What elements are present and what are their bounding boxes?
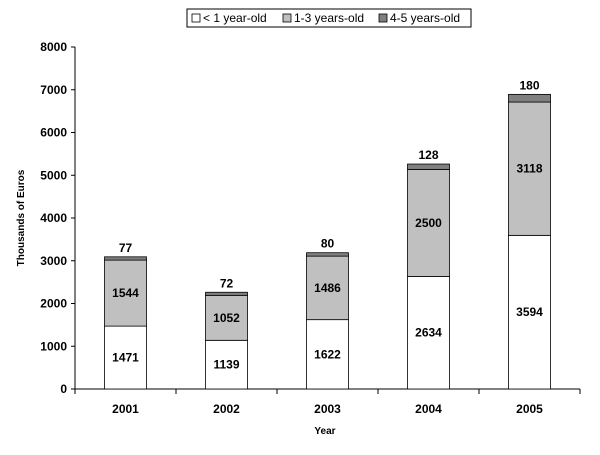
x-tick-label: 2001: [112, 402, 139, 416]
data-label: 1622: [314, 347, 341, 361]
data-label: 128: [418, 148, 438, 162]
data-label: 2500: [415, 216, 442, 230]
x-axis-title: Year: [314, 426, 335, 437]
bar-segment-under-1: [306, 319, 349, 390]
bar-segment-4-5: [205, 291, 248, 296]
legend: < 1 year-old 1-3 years-old 4-5 years-old: [186, 8, 472, 28]
data-label: 80: [321, 237, 335, 251]
axes: 0 1000 2000 3000 4000 5000 6000 7000 8000 2001 200…: [40, 40, 581, 416]
x-tick-label: 2002: [213, 402, 240, 416]
data-label: 1052: [213, 311, 240, 325]
y-tick-label: 4000: [40, 211, 67, 225]
bar-segment-1-3: [508, 101, 551, 236]
data-label: 77: [119, 241, 133, 255]
legend-swatch-4-5: [378, 13, 388, 23]
bar-segment-4-5: [104, 256, 147, 261]
legend-label: 4-5 years-old: [390, 11, 460, 25]
bar-segment-1-3: [306, 255, 349, 321]
bar-segment-4-5: [407, 163, 450, 170]
y-tick-label: 6000: [40, 126, 67, 140]
y-tick-label: 8000: [40, 40, 67, 54]
legend-swatch-under-1: [191, 13, 201, 23]
data-label: 1544: [112, 286, 139, 300]
x-tick-label: 2005: [516, 402, 543, 416]
legend-box: [186, 8, 472, 28]
bars: [104, 93, 551, 390]
bar-segment-4-5: [306, 252, 349, 257]
data-label: 3594: [516, 305, 543, 319]
legend-swatch-1-3: [282, 13, 292, 23]
legend-label: < 1 year-old: [203, 11, 267, 25]
data-labels: 1471 1544 77 1139 1052 72 1622 1486 80 2634 2500 12…: [112, 78, 543, 371]
bar-segment-1-3: [407, 169, 450, 277]
y-tick-label: 3000: [40, 254, 67, 268]
y-tick-label: 7000: [40, 83, 67, 97]
data-label: 180: [519, 78, 539, 92]
data-label: 2634: [415, 326, 442, 340]
y-axis-title: Thousands of Euros: [16, 169, 27, 266]
data-label: 1471: [112, 351, 139, 365]
bar-segment-1-3: [104, 259, 147, 327]
y-tick-label: 2000: [40, 297, 67, 311]
data-label: 1486: [314, 281, 341, 295]
y-tick-label: 5000: [40, 168, 67, 182]
y-tick-label: 0: [60, 382, 67, 396]
y-tick-label: 1000: [40, 339, 67, 353]
data-label: 1139: [213, 358, 239, 372]
data-label: 3118: [516, 162, 542, 176]
bar-segment-1-3: [205, 294, 248, 341]
legend-label: 1-3 years-old: [294, 11, 364, 25]
x-tick-label: 2004: [415, 402, 442, 416]
x-tick-label: 2003: [314, 402, 341, 416]
data-label: 72: [220, 276, 234, 290]
bar-segment-under-1: [508, 234, 551, 390]
bar-segment-4-5: [508, 93, 551, 103]
